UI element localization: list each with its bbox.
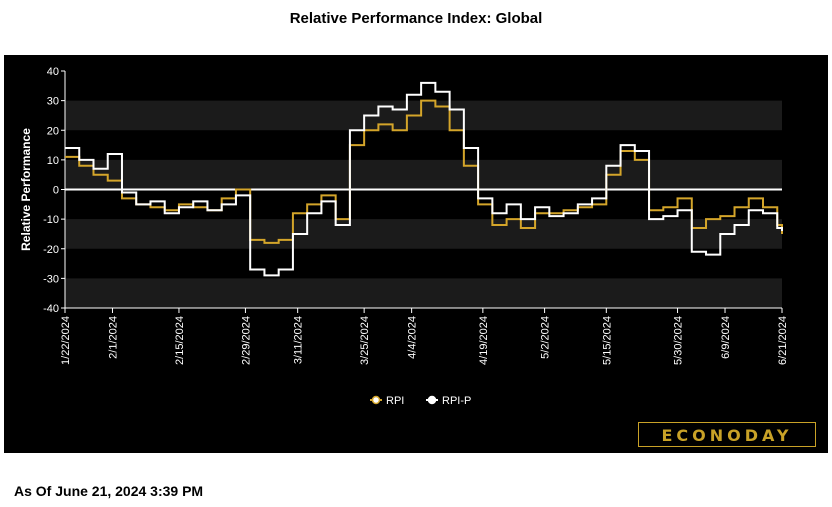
x-tick-label: 3/25/2024 [359, 316, 371, 365]
series-line-rpi [65, 99, 783, 244]
x-tick-label: 2/1/2024 [107, 316, 119, 359]
y-tick-label: 10 [47, 155, 59, 167]
legend-label: RPI [386, 395, 404, 407]
data-series [65, 81, 783, 277]
chart-title: Relative Performance Index: Global [289, 10, 543, 27]
y-axis-label: Relative Performance [19, 128, 33, 251]
grid-band [65, 219, 782, 249]
legend-marker [427, 395, 437, 405]
x-tick-label: 5/2/2024 [540, 316, 552, 359]
legend-item-rpi-p[interactable]: RPI-P [426, 395, 471, 407]
y-tick-label: 0 [53, 185, 59, 197]
chart-panel: 40 30 20 10 0 -10 -20 -30 -40 1/22/2024 2/1/2024 2… [4, 55, 828, 453]
x-tick-labels: 1/22/2024 2/1/2024 2/15/2024 2/29/2024 3/11/… [60, 308, 789, 365]
grid-bands [65, 100, 782, 308]
line-chart: 40 30 20 10 0 -10 -20 -30 -40 1/22/2024 2/1/2024 2… [19, 66, 789, 407]
x-tick-label: 5/15/2024 [601, 316, 613, 365]
x-tick-label: 1/22/2024 [60, 316, 72, 365]
x-tick-label: 2/29/2024 [240, 316, 252, 365]
y-tick-label: -30 [43, 273, 59, 285]
y-tick-label: 40 [47, 66, 59, 78]
x-tick-label: 4/4/2024 [407, 316, 419, 359]
grid-band [65, 159, 782, 190]
legend-label: RPI-P [442, 395, 471, 407]
econoday-logo: ECONODAY [638, 422, 816, 447]
legend[interactable]: RPI RPI-P [370, 395, 471, 407]
x-tick-label: 3/11/2024 [293, 316, 305, 364]
x-tick-label: 2/15/2024 [174, 316, 186, 365]
x-tick-label: 6/21/2024 [777, 316, 789, 365]
y-tick-label: -20 [43, 244, 59, 256]
y-tick-label: -10 [43, 214, 59, 226]
series-line-rpi-p [65, 81, 783, 277]
grid-band [65, 100, 782, 131]
x-tick-label: 5/30/2024 [673, 316, 685, 365]
y-tick-labels: 40 30 20 10 0 -10 -20 -30 -40 [43, 66, 65, 315]
x-tick-label: 4/19/2024 [478, 316, 490, 365]
legend-item-rpi[interactable]: RPI [370, 395, 404, 407]
y-tick-label: -40 [43, 303, 59, 315]
y-tick-label: 20 [47, 125, 59, 137]
grid-band [65, 278, 782, 308]
y-tick-label: 30 [47, 96, 59, 108]
legend-marker [371, 395, 381, 405]
x-tick-label: 6/9/2024 [720, 316, 732, 359]
as-of-timestamp: As Of June 21, 2024 3:39 PM [14, 483, 204, 499]
